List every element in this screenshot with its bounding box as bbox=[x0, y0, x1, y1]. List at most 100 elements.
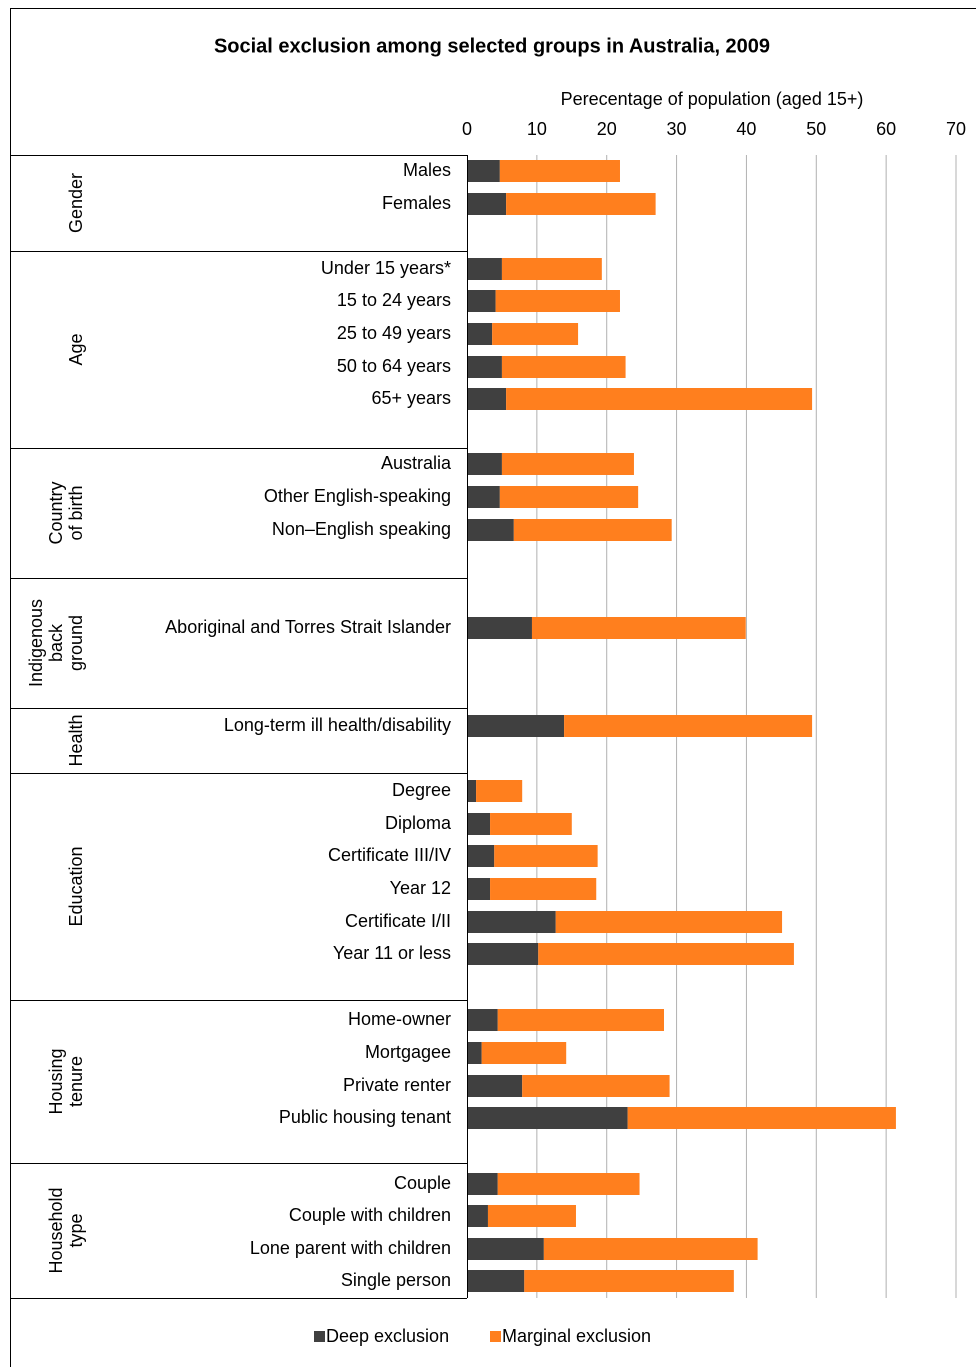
group-label: ground bbox=[66, 615, 86, 671]
group-label: Indigenous bbox=[26, 599, 46, 687]
bar-segment bbox=[467, 1075, 523, 1097]
bar-segment bbox=[627, 1107, 896, 1129]
group-label: type bbox=[66, 1213, 86, 1247]
category-label: Public housing tenant bbox=[279, 1107, 451, 1127]
bar-segment bbox=[543, 1238, 758, 1260]
bar-segment bbox=[495, 290, 620, 312]
legend-label: Marginal exclusion bbox=[502, 1326, 651, 1346]
category-label: Diploma bbox=[385, 813, 452, 833]
x-tick-label: 50 bbox=[806, 119, 826, 139]
category-label: 50 to 64 years bbox=[337, 356, 451, 376]
bar-segment bbox=[467, 617, 532, 639]
bar-segment bbox=[467, 258, 502, 280]
legend-swatch bbox=[314, 1331, 325, 1342]
bar-segment bbox=[467, 519, 514, 541]
x-tick-label: 40 bbox=[736, 119, 756, 139]
bar-segment bbox=[497, 1173, 640, 1195]
group-label: back bbox=[46, 623, 66, 662]
bar-segment bbox=[531, 617, 746, 639]
bar-segment bbox=[467, 780, 477, 802]
bar-segment bbox=[467, 1042, 482, 1064]
group-label: Housing bbox=[46, 1048, 66, 1114]
bar-segment bbox=[467, 1205, 488, 1227]
x-tick-label: 60 bbox=[876, 119, 896, 139]
bar-segment bbox=[497, 1009, 664, 1031]
legend-label: Deep exclusion bbox=[326, 1326, 449, 1346]
group-label: Health bbox=[66, 714, 86, 766]
category-label: Couple bbox=[394, 1173, 451, 1193]
bar-segment bbox=[501, 453, 634, 475]
bar-segment bbox=[481, 1042, 567, 1064]
chart-title: Social exclusion among selected groups i… bbox=[214, 35, 770, 57]
bar-segment bbox=[501, 258, 602, 280]
bar-segment bbox=[494, 845, 598, 867]
group-label: Gender bbox=[66, 173, 86, 233]
bar-segment bbox=[467, 1270, 525, 1292]
bar-segment bbox=[506, 388, 813, 410]
category-label: Couple with children bbox=[289, 1205, 451, 1225]
bar-segment bbox=[467, 453, 502, 475]
bar-segment bbox=[524, 1270, 734, 1292]
bar-segment bbox=[506, 193, 656, 215]
bar-segment bbox=[467, 193, 507, 215]
group-label: of birth bbox=[66, 485, 86, 540]
bar-segment bbox=[490, 878, 597, 900]
bar-segment bbox=[467, 486, 500, 508]
x-tick-label: 70 bbox=[946, 119, 966, 139]
bar-segment bbox=[467, 1107, 628, 1129]
category-label: Long-term ill health/disability bbox=[224, 715, 451, 735]
bar-segment bbox=[467, 943, 539, 965]
category-label: Single person bbox=[341, 1270, 451, 1290]
category-label: Degree bbox=[392, 780, 451, 800]
bar-segment bbox=[467, 878, 491, 900]
chart-frame bbox=[10, 8, 976, 1367]
bar-segment bbox=[467, 356, 502, 378]
bar-segment bbox=[467, 715, 565, 737]
category-label: Home-owner bbox=[348, 1009, 451, 1029]
category-label: Males bbox=[403, 160, 451, 180]
bar-segment bbox=[467, 323, 493, 345]
bar-segment bbox=[467, 1238, 544, 1260]
x-tick-label: 0 bbox=[462, 119, 472, 139]
category-label: Lone parent with children bbox=[250, 1238, 451, 1258]
category-label: Mortgagee bbox=[365, 1042, 451, 1062]
bar-segment bbox=[501, 356, 626, 378]
category-label: 25 to 49 years bbox=[337, 323, 451, 343]
bar-segment bbox=[564, 715, 813, 737]
category-label: Private renter bbox=[343, 1075, 451, 1095]
category-label: Certificate III/IV bbox=[328, 845, 451, 865]
bar-segment bbox=[467, 388, 507, 410]
bar-segment bbox=[467, 911, 556, 933]
category-label: 15 to 24 years bbox=[337, 290, 451, 310]
category-label: Females bbox=[382, 193, 451, 213]
bar-segment bbox=[499, 160, 620, 182]
bar-segment bbox=[555, 911, 783, 933]
bar-segment bbox=[490, 813, 572, 835]
bar-segment bbox=[522, 1075, 670, 1097]
bar-segment bbox=[467, 160, 500, 182]
x-tick-label: 10 bbox=[527, 119, 547, 139]
bar-segment bbox=[487, 1205, 576, 1227]
x-tick-label: 20 bbox=[597, 119, 617, 139]
bar-segment bbox=[467, 813, 491, 835]
category-label: Certificate I/II bbox=[345, 911, 451, 931]
category-label: Other English-speaking bbox=[264, 486, 451, 506]
category-label: Australia bbox=[381, 453, 452, 473]
category-label: 65+ years bbox=[371, 388, 451, 408]
bar-segment bbox=[467, 1009, 498, 1031]
group-label: Country bbox=[46, 481, 66, 544]
category-label: Year 12 bbox=[390, 878, 451, 898]
x-axis-label: Perecentage of population (aged 15+) bbox=[561, 89, 864, 109]
group-label: tenure bbox=[66, 1056, 86, 1107]
legend-swatch bbox=[490, 1331, 501, 1342]
bar-segment bbox=[467, 1173, 498, 1195]
bar-segment bbox=[499, 486, 639, 508]
group-label: Education bbox=[66, 846, 86, 926]
category-label: Aboriginal and Torres Strait Islander bbox=[165, 617, 451, 637]
x-tick-label: 30 bbox=[667, 119, 687, 139]
group-label: Age bbox=[66, 333, 86, 365]
category-label: Non–English speaking bbox=[272, 519, 451, 539]
bar-segment bbox=[538, 943, 794, 965]
bar-segment bbox=[467, 845, 495, 867]
